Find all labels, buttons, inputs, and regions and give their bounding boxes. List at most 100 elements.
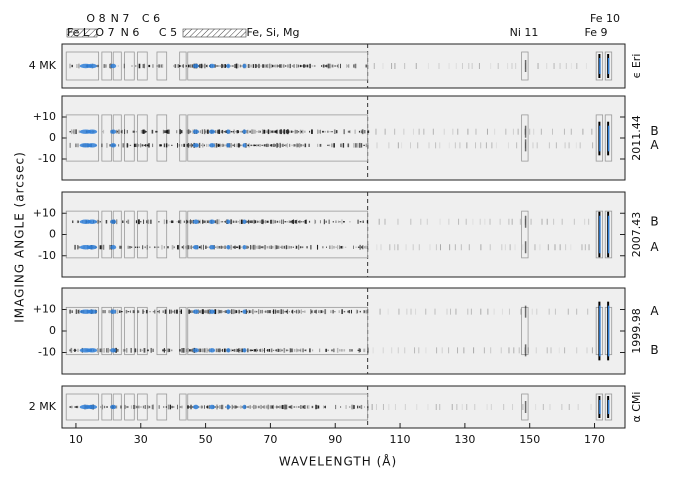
spectral-line: [345, 405, 347, 409]
spectral-line: [141, 144, 144, 147]
spectral-line: [300, 348, 302, 353]
spectral-line: [418, 347, 420, 354]
spectral-line: [273, 246, 275, 249]
spectral-line: [163, 406, 165, 408]
spectral-line: [207, 349, 209, 352]
ion-label: C 5: [159, 26, 177, 39]
spectral-line: [133, 310, 135, 314]
spectral-line: [494, 128, 496, 135]
spectral-line: [126, 143, 129, 148]
spectral-line: [435, 244, 437, 251]
spectral-line: [360, 404, 363, 410]
spectral-line: [256, 405, 258, 409]
spectral-line: [235, 63, 238, 69]
spectral-line: [418, 244, 420, 251]
spectral-line: [270, 245, 273, 250]
spectral-line: [188, 406, 191, 408]
spectral-line: [285, 129, 288, 134]
spectral-line: [233, 129, 235, 134]
spectral-line: [290, 130, 293, 133]
spectral-line: [439, 218, 441, 225]
spectral-line: [271, 64, 274, 68]
bracket: [65, 210, 100, 259]
spectral-line: [446, 308, 448, 315]
spectral-line: [185, 65, 187, 67]
spectral-line: [361, 143, 363, 148]
spectral-line: [362, 220, 364, 224]
spectral-line: [125, 309, 128, 314]
panel-side-label: 2011.44: [630, 115, 643, 161]
spectral-line: [346, 64, 348, 68]
spectral-line: [478, 63, 480, 69]
blue-spot: [242, 404, 247, 410]
spectral-line: [199, 63, 201, 69]
spectral-line: [306, 405, 309, 409]
spectral-line: [367, 142, 369, 149]
spectral-line: [301, 246, 304, 249]
spectral-line: [253, 219, 255, 224]
spectral-line: [448, 347, 450, 354]
spectral-line: [435, 404, 437, 410]
spectral-line: [435, 142, 437, 149]
spectral-line: [262, 144, 264, 146]
spectral-line: [230, 348, 232, 352]
spectral-line: [274, 64, 277, 68]
spectral-line: [136, 246, 138, 248]
spectral-line: [261, 129, 264, 135]
bracket: [521, 51, 529, 81]
spectral-line: [125, 406, 128, 408]
spectral-line: [167, 129, 169, 134]
spectral-line: [75, 309, 78, 314]
spectral-line: [357, 349, 360, 351]
spectral-line: [253, 404, 255, 410]
spectral-line: [304, 130, 306, 133]
spectral-line: [415, 308, 417, 315]
spectral-line: [249, 220, 251, 224]
spectral-line: [296, 309, 298, 314]
spectral-line: [256, 349, 259, 352]
spectral-line: [331, 143, 333, 148]
blue-spot: [192, 404, 199, 410]
spectral-line: [246, 245, 248, 249]
spectral-line: [317, 405, 320, 409]
spectral-line: [264, 64, 266, 68]
spectral-line: [263, 310, 266, 313]
spectral-line: [156, 130, 159, 133]
spectral-line: [69, 142, 71, 148]
spectral-line: [343, 310, 346, 313]
spectral-line: [261, 406, 264, 408]
spectral-line: [434, 308, 436, 315]
spectral-line: [142, 245, 144, 250]
spectral-line: [343, 349, 346, 352]
spectral-line: [235, 310, 238, 314]
spectral-line: [394, 404, 396, 410]
spectral-line: [151, 129, 154, 134]
spectral-line: [512, 404, 514, 410]
spectral-line: [302, 144, 304, 147]
blue-spot: [242, 63, 247, 69]
spectral-line: [188, 220, 191, 224]
spectral-line: [165, 219, 168, 224]
spectral-line: [325, 246, 327, 248]
spectral-line: [203, 129, 206, 135]
spectral-line: [262, 64, 264, 68]
spectral-line: [266, 143, 268, 148]
source-label: B: [650, 214, 659, 228]
spectral-line: [285, 65, 287, 67]
spectral-line: [240, 348, 242, 353]
spectral-line: [199, 406, 201, 408]
spectral-line: [295, 310, 297, 313]
spectral-line: [170, 349, 173, 352]
spectral-line: [154, 309, 156, 314]
spectral-line: [150, 219, 152, 224]
spectral-line: [77, 143, 79, 148]
spectral-line: [240, 311, 243, 313]
spectral-line: [233, 220, 235, 223]
spectral-line: [328, 219, 330, 224]
spectral-line: [249, 405, 251, 409]
spectral-line: [247, 129, 249, 134]
spectral-line: [455, 308, 457, 315]
spectral-line: [536, 308, 538, 315]
spectral-line: [359, 348, 361, 353]
spectral-line: [156, 65, 158, 67]
